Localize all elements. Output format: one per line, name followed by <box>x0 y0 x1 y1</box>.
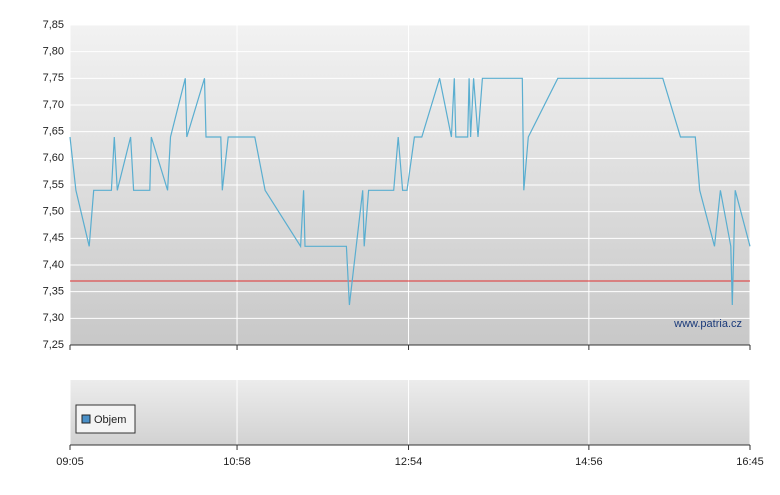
y-tick-label: 7,50 <box>43 206 64 218</box>
price-line <box>69 77 751 306</box>
watermark: www.patria.cz <box>673 318 742 330</box>
y-tick-label: 7,85 <box>43 19 64 31</box>
y-tick-label: 7,45 <box>43 232 64 244</box>
volume-area <box>70 380 750 445</box>
y-tick-label: 7,40 <box>43 259 64 271</box>
y-tick-label: 7,80 <box>43 46 64 58</box>
x-tick-label: 10:58 <box>223 456 251 468</box>
x-tick-label: 14:56 <box>575 456 603 468</box>
y-tick-label: 7,70 <box>43 99 64 111</box>
x-tick-label: 16:45 <box>736 456 764 468</box>
y-tick-label: 7,55 <box>43 179 64 191</box>
x-tick-label: 09:05 <box>56 456 84 468</box>
x-tick-label: 12:54 <box>395 456 423 468</box>
legend-swatch <box>81 414 91 424</box>
y-tick-label: 7,30 <box>43 312 64 324</box>
y-tick-label: 7,35 <box>43 286 64 298</box>
y-tick-label: 7,65 <box>43 126 64 138</box>
legend-label: Objem <box>94 414 126 426</box>
y-tick-label: 7,75 <box>43 72 64 84</box>
y-tick-label: 7,60 <box>43 152 64 164</box>
y-tick-label: 7,25 <box>43 339 64 351</box>
